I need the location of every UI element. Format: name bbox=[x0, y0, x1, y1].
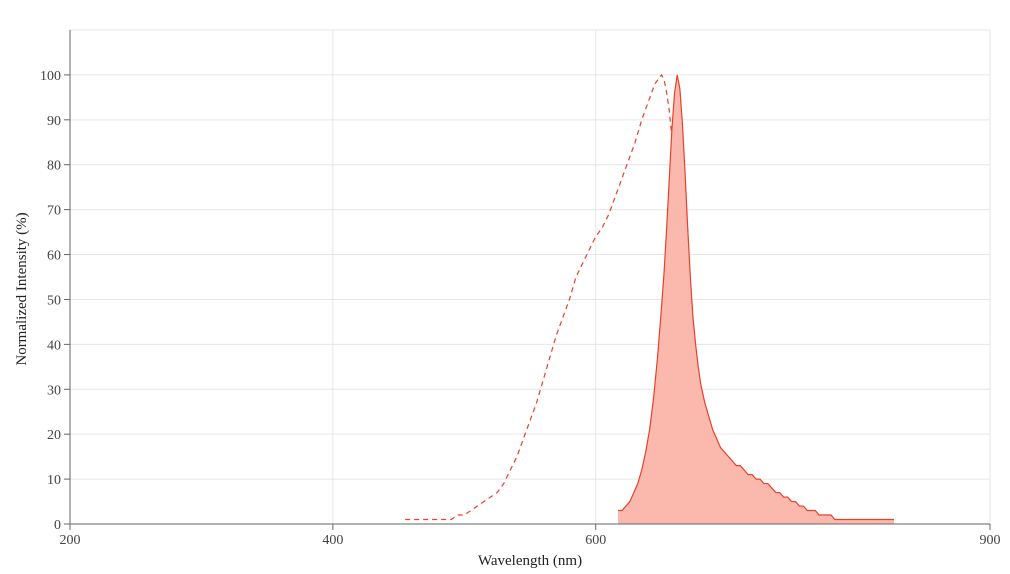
y-tick-label: 10 bbox=[47, 473, 61, 488]
y-tick-label: 80 bbox=[47, 159, 61, 174]
x-axis-title: Wavelength (nm) bbox=[478, 553, 582, 569]
y-tick-label: 100 bbox=[40, 69, 61, 84]
emission-line bbox=[618, 74, 895, 521]
y-tick-label: 40 bbox=[47, 338, 61, 353]
emission-area-fill bbox=[618, 74, 895, 524]
grid bbox=[69, 29, 991, 525]
y-tick-label: 20 bbox=[47, 428, 61, 443]
y-tick-label: 70 bbox=[47, 204, 61, 219]
y-tick-label: 50 bbox=[47, 293, 61, 308]
y-tick-label: 30 bbox=[47, 383, 61, 398]
y-axis-title: Normalized Intensity (%) bbox=[14, 212, 30, 365]
x-tick-label: 600 bbox=[585, 533, 606, 548]
x-tick-label: 400 bbox=[322, 533, 343, 548]
y-tick-label: 0 bbox=[54, 518, 61, 533]
x-tick-label: 200 bbox=[60, 533, 81, 548]
y-tick-label: 60 bbox=[47, 249, 61, 264]
x-tick-label: 900 bbox=[980, 533, 1001, 548]
series-layer bbox=[405, 73, 895, 524]
axes: 0 10 20 30 40 50 60 70 80 90 100 200 400 600 900 bbox=[40, 30, 1001, 548]
y-tick-label: 90 bbox=[47, 114, 61, 129]
